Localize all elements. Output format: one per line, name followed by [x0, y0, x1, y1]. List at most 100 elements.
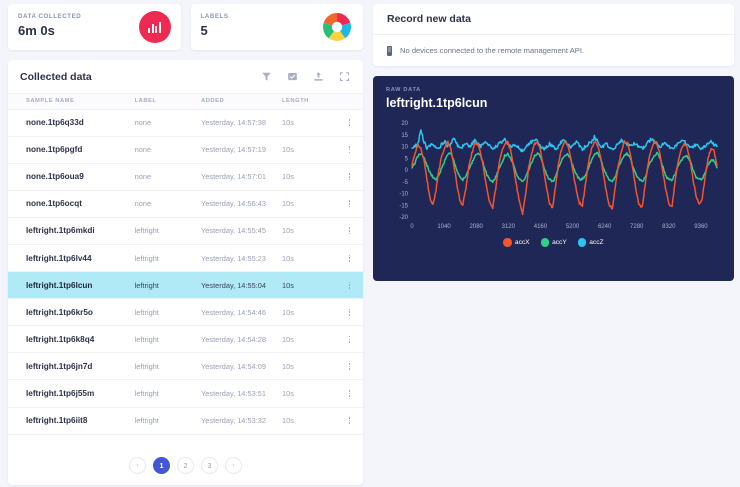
y-tick-label: -10: [399, 192, 408, 198]
kebab-menu-icon[interactable]: [336, 390, 363, 397]
pagination-page-3[interactable]: 3: [201, 457, 218, 474]
kebab-menu-icon[interactable]: [336, 335, 363, 343]
legend-item-accZ[interactable]: accZ: [577, 238, 604, 247]
table-row[interactable]: leftright.1tp6lcun leftright Yesterday, 14…: [8, 271, 363, 299]
kebab-menu-icon[interactable]: [336, 362, 363, 370]
left-column: DATA COLLECTED 6m 0s LABELS 5: [8, 4, 363, 485]
legend-item-accX[interactable]: accX: [503, 238, 530, 247]
record-status-message: No devices connected to the remote manag…: [400, 46, 585, 55]
table-row[interactable]: leftright.1tp6kr5o leftright Yesterday, 14…: [8, 299, 363, 326]
table-row[interactable]: none.1tp6pgfd none Yesterday, 14:57:19 10s: [8, 136, 363, 164]
kebab-menu-icon[interactable]: [336, 417, 363, 425]
cell-name: none.1tp6ocqt: [26, 199, 82, 209]
cell-added: Yesterday, 14:55:04: [201, 280, 266, 290]
kebab-menu-icon[interactable]: [336, 254, 363, 262]
select-all-icon[interactable]: [286, 70, 299, 83]
cell-label: none: [134, 145, 152, 155]
stat-card-data-collected: DATA COLLECTED 6m 0s: [8, 4, 181, 50]
kebab-menu-icon[interactable]: [336, 308, 363, 316]
kebab-menu-icon[interactable]: [336, 281, 363, 289]
cell-added: Yesterday, 14:55:45: [201, 226, 266, 236]
row-menu-cell[interactable]: [336, 407, 363, 434]
expand-icon[interactable]: [338, 70, 351, 83]
table-row[interactable]: none.1tp6oua9 none Yesterday, 14:57:01 10s: [8, 163, 363, 191]
y-tick-label: 15: [401, 133, 408, 139]
cell-name: none.1tp6pgfd: [26, 145, 83, 155]
cell-name: leftright.1tp6k8q4: [26, 334, 95, 344]
cell-added: Yesterday, 14:57:38: [201, 118, 266, 128]
collected-data-card: Collected data: [8, 60, 363, 485]
column-header-label[interactable]: LABEL: [134, 94, 202, 110]
upload-icon[interactable]: [312, 70, 325, 83]
cell-label: leftright: [134, 280, 159, 290]
legend-label: accZ: [589, 238, 604, 246]
row-menu-cell[interactable]: [336, 217, 363, 244]
right-column: Record new data No devices connected to …: [373, 4, 734, 281]
cell-added: Yesterday, 14:54:28: [201, 334, 266, 344]
cell-length: 10s: [282, 253, 294, 263]
row-menu-cell[interactable]: [336, 163, 363, 190]
pagination-page-2[interactable]: 2: [177, 457, 194, 474]
cell-added: Yesterday, 14:53:51: [201, 388, 266, 398]
table-row[interactable]: leftright.1tp6iit8 leftright Yesterday, 14…: [8, 407, 363, 435]
x-tick-label: 3120: [502, 224, 516, 230]
table-row[interactable]: leftright.1tp6k8q4 leftright Yesterday, 14…: [8, 326, 363, 353]
stat-icon-wrap: [138, 11, 171, 43]
column-header-added[interactable]: ADDED: [201, 94, 282, 110]
row-menu-cell[interactable]: [336, 109, 363, 136]
row-menu-cell[interactable]: [336, 380, 363, 407]
legend-color-swatch: [503, 238, 512, 247]
table-row[interactable]: none.1tp6q33d none Yesterday, 14:57:38 10s: [8, 109, 363, 137]
record-new-data-body: No devices connected to the remote manag…: [373, 35, 734, 66]
column-header-length[interactable]: LENGTH: [282, 94, 336, 110]
cell-length: 10s: [282, 307, 294, 317]
filter-icon[interactable]: [260, 70, 273, 83]
cell-label: none: [134, 118, 152, 128]
x-tick-label: 4160: [534, 224, 548, 230]
kebab-menu-icon[interactable]: [336, 227, 363, 235]
pagination: ‹ 1 2 3 ›: [8, 457, 363, 474]
row-menu-cell[interactable]: [336, 299, 363, 326]
legend-item-accY[interactable]: accY: [540, 238, 567, 247]
y-tick-label: 5: [405, 156, 409, 162]
column-header-sample-name[interactable]: SAMPLE NAME: [8, 94, 135, 110]
cell-name: leftright.1tp6lv44: [26, 253, 92, 263]
table-row[interactable]: leftright.1tp6jn7d leftright Yesterday, 14…: [8, 353, 363, 380]
cell-label: none: [134, 172, 152, 182]
row-menu-cell[interactable]: [336, 353, 363, 380]
table-row[interactable]: none.1tp6ocqt none Yesterday, 14:56:43 10s: [8, 190, 363, 218]
table-row[interactable]: leftright.1tp6mkdi leftright Yesterday, 14…: [8, 217, 363, 245]
y-tick-label: 0: [405, 168, 409, 174]
stat-value: 5: [200, 23, 208, 38]
cell-length: 10s: [282, 280, 294, 290]
pagination-prev[interactable]: ‹: [129, 457, 146, 474]
column-header-actions: [335, 94, 363, 110]
kebab-menu-icon[interactable]: [336, 119, 363, 127]
row-menu-cell[interactable]: [336, 136, 363, 163]
legend-label: accX: [514, 238, 530, 246]
cell-label: leftright: [134, 226, 159, 236]
kebab-menu-icon[interactable]: [336, 200, 363, 208]
y-tick-label: -5: [403, 180, 409, 186]
cell-added: Yesterday, 14:54:46: [201, 307, 266, 317]
table-row[interactable]: leftright.1tp6j55m leftright Yesterday, 14…: [8, 380, 363, 408]
pagination-page-1[interactable]: 1: [153, 457, 170, 474]
cell-added: Yesterday, 14:57:19: [201, 145, 266, 155]
toolbar: [260, 70, 351, 83]
row-menu-cell[interactable]: [336, 190, 363, 217]
row-menu-cell[interactable]: [336, 244, 363, 271]
series-line-accZ: [411, 129, 718, 153]
row-menu-cell[interactable]: [336, 326, 363, 353]
kebab-menu-icon[interactable]: [336, 173, 363, 181]
bar-chart-icon: [138, 11, 171, 43]
cell-label: leftright: [134, 253, 159, 263]
stat-card-text: LABELS 5: [201, 12, 229, 39]
series-line-accX: [411, 139, 718, 216]
legend-color-swatch: [540, 238, 550, 247]
cell-added: Yesterday, 14:57:01: [201, 172, 266, 182]
kebab-menu-icon[interactable]: [336, 146, 363, 154]
table-row[interactable]: leftright.1tp6lv44 leftright Yesterday, 14…: [8, 244, 363, 272]
pagination-next[interactable]: ›: [225, 457, 242, 474]
cell-added: Yesterday, 14:54:09: [201, 361, 266, 371]
row-menu-cell[interactable]: [336, 272, 363, 299]
